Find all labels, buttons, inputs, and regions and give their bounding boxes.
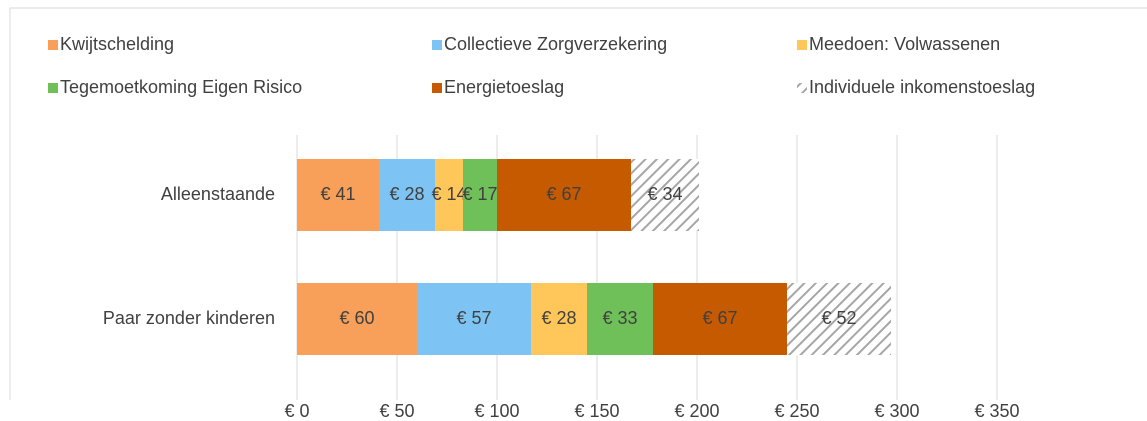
x-tick-label: € 300 (874, 401, 919, 421)
x-tick-label: € 50 (379, 401, 414, 421)
legend-label: Collectieve Zorgverzekering (444, 34, 667, 54)
data-label: € 28 (541, 308, 576, 328)
legend-swatch (432, 83, 442, 93)
bar-segment (531, 283, 587, 355)
y-tick-label: Paar zonder kinderen (103, 308, 275, 328)
data-label: € 33 (602, 308, 637, 328)
data-label: € 67 (702, 308, 737, 328)
legend-swatch (797, 40, 807, 50)
data-label: € 60 (339, 308, 374, 328)
bar-segment (435, 159, 463, 231)
bar-segment (379, 159, 435, 231)
bar-segment (587, 283, 653, 355)
bar-segment (497, 159, 631, 231)
data-label: € 52 (821, 308, 856, 328)
legend-swatch (797, 83, 807, 93)
x-tick-label: € 0 (284, 401, 309, 421)
x-tick-label: € 250 (774, 401, 819, 421)
bar-segment (653, 283, 787, 355)
bar-segment (787, 283, 891, 355)
x-tick-label: € 100 (474, 401, 519, 421)
data-label: € 14 (431, 184, 466, 204)
data-label: € 17 (462, 184, 497, 204)
bar-segment (631, 159, 699, 231)
bar-segment (297, 283, 417, 355)
legend-label: Meedoen: Volwassenen (809, 34, 1000, 54)
bar-segment (463, 159, 497, 231)
data-label: € 57 (456, 308, 491, 328)
data-label: € 41 (320, 184, 355, 204)
bar-segment (297, 159, 379, 231)
data-label: € 28 (389, 184, 424, 204)
x-tick-label: € 150 (574, 401, 619, 421)
legend-swatch (48, 83, 58, 93)
legend-label: Energietoeslag (444, 77, 564, 97)
legend-label: Tegemoetkoming Eigen Risico (60, 77, 302, 97)
legend-label: Individuele inkomenstoeslag (809, 77, 1035, 97)
legend-label: Kwijtschelding (60, 34, 174, 54)
x-tick-label: € 200 (674, 401, 719, 421)
legend-swatch (48, 40, 58, 50)
data-label: € 67 (546, 184, 581, 204)
x-tick-label: € 350 (974, 401, 1019, 421)
bar-segment (417, 283, 531, 355)
legend-swatch (432, 40, 442, 50)
y-tick-label: Alleenstaande (161, 184, 275, 204)
data-label: € 34 (647, 184, 682, 204)
